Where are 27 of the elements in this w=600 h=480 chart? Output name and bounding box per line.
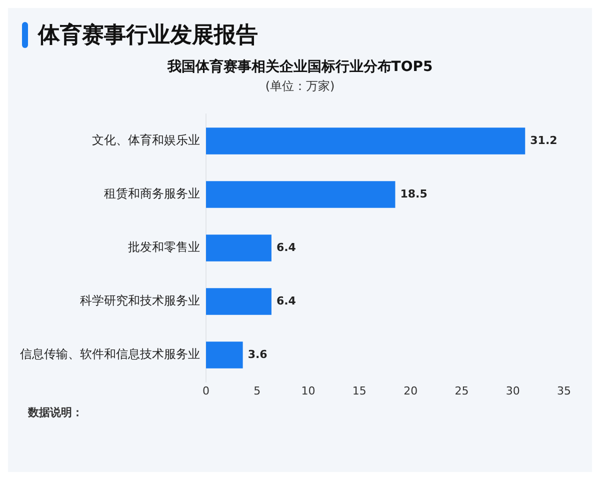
data-label: 3.6 — [248, 348, 268, 361]
x-tick-label: 25 — [454, 384, 469, 398]
y-tick-label: 租赁和商务服务业 — [104, 186, 200, 201]
x-tick-label: 20 — [404, 384, 418, 398]
x-tick-label: 0 — [202, 384, 210, 398]
x-tick-label: 35 — [557, 384, 571, 398]
text: 数据说明： — [28, 405, 84, 420]
bar — [206, 342, 243, 368]
bar — [206, 288, 272, 315]
bar — [206, 234, 272, 262]
chart-subtitle: 我国体育赛事相关企业国标行业分布TOP5 — [166, 58, 434, 76]
bar — [206, 128, 526, 154]
y-tick-label: 科学研究和技术服务业 — [80, 294, 200, 308]
data-label: 18.5 — [400, 187, 428, 200]
data-label: 6.4 — [276, 294, 296, 308]
x-tick-label: 15 — [352, 384, 366, 398]
data-label: 31.2 — [530, 134, 558, 147]
data-label: 6.4 — [276, 240, 296, 254]
bar — [206, 181, 396, 208]
chart-title: 体育赛事行业发展报告 — [38, 22, 258, 50]
y-tick-label: 文化、体育和娱乐业 — [92, 133, 200, 148]
y-tick-label: 批发和零售业 — [128, 240, 200, 254]
text: (单位：万家) — [264, 78, 336, 95]
x-tick-label: 5 — [254, 384, 261, 398]
x-tick-label: 10 — [301, 384, 316, 398]
y-tick-label: 信息传输、软件和信息技术服务业 — [20, 347, 200, 362]
x-tick-label: 30 — [506, 384, 520, 398]
